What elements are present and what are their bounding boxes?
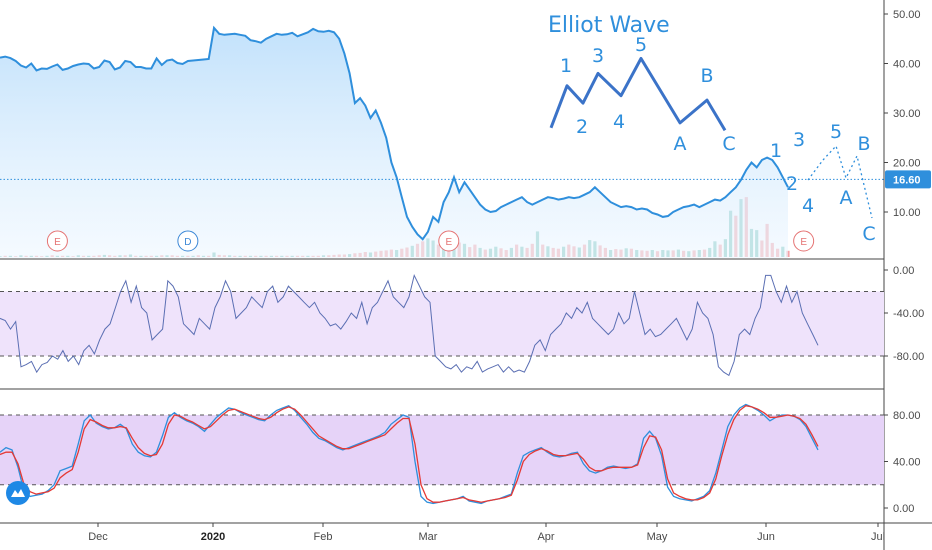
event-label: D xyxy=(184,237,191,248)
stochastic-line-1 xyxy=(0,405,819,503)
time-tick-label: Jun xyxy=(757,531,775,543)
event-marker xyxy=(793,230,815,252)
price-tick-label: 40.00 xyxy=(893,59,921,71)
elliott-wave-label: A xyxy=(840,187,853,209)
oscillator-tick-label: -40.00 xyxy=(893,308,924,320)
oscillator-band xyxy=(0,291,884,356)
time-tick-label: Apr xyxy=(537,531,554,543)
oscillator-line xyxy=(0,273,819,377)
elliott-wave-label: 5 xyxy=(830,121,842,143)
event-marker xyxy=(46,230,68,252)
price-area xyxy=(0,27,788,259)
stochastic-line-0 xyxy=(0,403,819,505)
time-tick-label: May xyxy=(647,531,668,543)
elliott-wave-label: 4 xyxy=(613,111,625,133)
price-tick-label: 30.00 xyxy=(893,108,921,120)
axes: 50.0040.0030.0020.0010.0016.600.00-40.00… xyxy=(88,9,931,543)
time-tick-label: Mar xyxy=(419,531,438,543)
stochastic-pane xyxy=(0,403,884,505)
price-tick-label: 20.00 xyxy=(893,158,921,170)
time-tick-label: 2020 xyxy=(201,531,225,543)
elliott-wave-label: C xyxy=(722,133,735,155)
tradingview-logo-icon xyxy=(6,481,30,505)
event-label: E xyxy=(800,237,807,248)
elliott-wave-label: 5 xyxy=(635,34,647,56)
event-label: E xyxy=(445,237,452,248)
price-badge xyxy=(885,170,931,189)
oscillator-tick-label: 0.00 xyxy=(893,265,914,277)
stochastic-band xyxy=(0,415,884,485)
stochastic-tick-label: 40.00 xyxy=(893,457,921,469)
elliott-wave-label: 4 xyxy=(802,195,814,217)
elliott-wave-label: 2 xyxy=(786,173,798,195)
oscillator-tick-label: -80.00 xyxy=(893,351,924,363)
elliott-wave-label: B xyxy=(700,65,713,87)
elliott-wave-label: B xyxy=(857,133,870,155)
time-tick-label: Jul xyxy=(871,531,885,543)
time-tick-label: Dec xyxy=(88,531,108,543)
event-marker xyxy=(177,230,199,252)
event-marker xyxy=(438,230,460,252)
price-line xyxy=(0,25,789,241)
time-tick-label: Feb xyxy=(314,531,333,543)
elliott-wave-label: C xyxy=(862,223,875,245)
elliott-wave-label: 2 xyxy=(576,116,588,138)
elliott-wave-label: 3 xyxy=(592,45,604,67)
stochastic-tick-label: 0.00 xyxy=(893,503,914,515)
oscillator-pane xyxy=(0,273,884,377)
price-badge-label: 16.60 xyxy=(893,174,921,186)
elliott-wave-label: 1 xyxy=(560,55,572,77)
elliott-wave-path xyxy=(549,57,727,132)
elliott-wave-label: 1 xyxy=(770,140,782,162)
elliott-wave-label: 3 xyxy=(793,129,805,151)
event-label: E xyxy=(54,237,61,248)
price-tick-label: 10.00 xyxy=(893,207,921,219)
elliott-wave-title: Elliot Wave xyxy=(548,13,670,38)
elliott-wave-label: A xyxy=(674,133,687,155)
price-tick-label: 50.00 xyxy=(893,9,921,21)
elliott-projection-path xyxy=(807,144,873,219)
stochastic-tick-label: 80.00 xyxy=(893,410,921,422)
